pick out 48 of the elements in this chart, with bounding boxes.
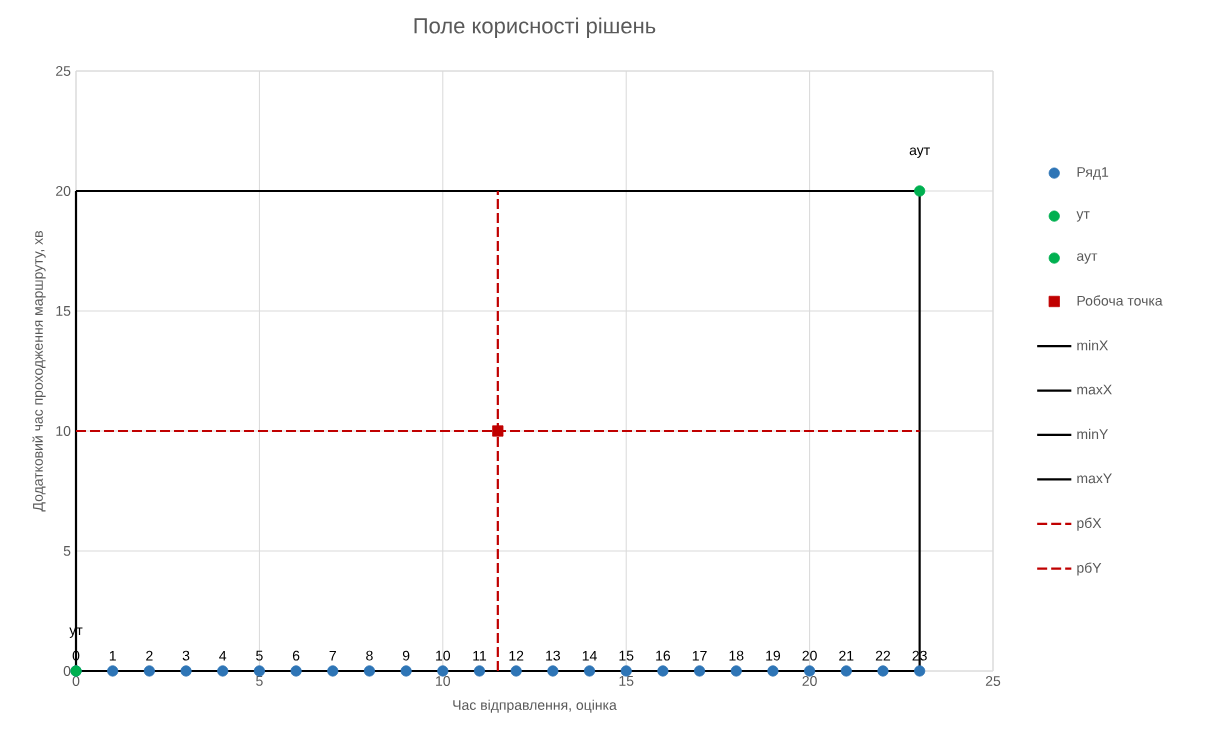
x-tick-label: 25: [985, 676, 1001, 686]
chart-title: Поле корисності рішень: [414, 17, 656, 38]
annotation: 16: [656, 650, 671, 661]
y-tick-label: 25: [56, 66, 71, 76]
annotation: 21: [839, 650, 854, 661]
annotation: 12: [509, 650, 524, 661]
annotation: 5: [256, 650, 263, 661]
x-axis-title: Час відправлення, оцінка: [453, 699, 617, 713]
annotation: 7: [329, 650, 336, 661]
annotation: 13: [546, 650, 560, 661]
annotation: 1: [109, 650, 116, 661]
annotation: 20: [802, 650, 817, 661]
legend-label: рбХ: [1077, 517, 1102, 531]
legend-label: maxY: [1077, 473, 1112, 484]
annotation: 2: [146, 650, 153, 661]
legend-label: minY: [1077, 428, 1109, 439]
legend-label: рбY: [1077, 562, 1102, 576]
y-tick-label: 15: [56, 306, 71, 316]
annotation: 9: [402, 650, 410, 661]
annotation: 6: [292, 650, 300, 661]
legend-label: аут: [1077, 253, 1098, 264]
annotation: 19: [766, 650, 781, 661]
annotation: 3: [182, 650, 190, 661]
annotation: 22: [875, 650, 891, 661]
data-label: аут: [909, 147, 930, 158]
y-axis-title: Додатковий час проходження маршруту, хв: [32, 231, 46, 512]
annotation: 15: [619, 650, 634, 661]
y-tick-label: 10: [56, 426, 71, 436]
legend-label: Робоча точка: [1077, 295, 1163, 306]
annotation: 11: [473, 650, 487, 661]
y-tick-label: 20: [56, 186, 71, 196]
legend-label: maxX: [1077, 384, 1112, 395]
annotation: 4: [219, 650, 227, 661]
x-tick-label: 20: [802, 676, 817, 686]
legend-label: minX: [1077, 340, 1109, 351]
y-tick-label: 5: [63, 546, 71, 556]
x-tick-label: 10: [436, 676, 451, 686]
annotation: 14: [582, 650, 597, 661]
x-tick-label: 15: [619, 676, 634, 686]
annotation: 10: [436, 650, 451, 661]
legend-label: Ряд1: [1077, 167, 1109, 180]
x-tick-label: 0: [72, 676, 80, 686]
annotation: 18: [729, 650, 744, 661]
legend-label: ут: [1076, 211, 1090, 222]
x-tick-label: 5: [256, 676, 263, 686]
annotation: 17: [692, 650, 707, 661]
y-tick-label: 0: [63, 666, 71, 676]
annotation: 8: [366, 650, 373, 661]
